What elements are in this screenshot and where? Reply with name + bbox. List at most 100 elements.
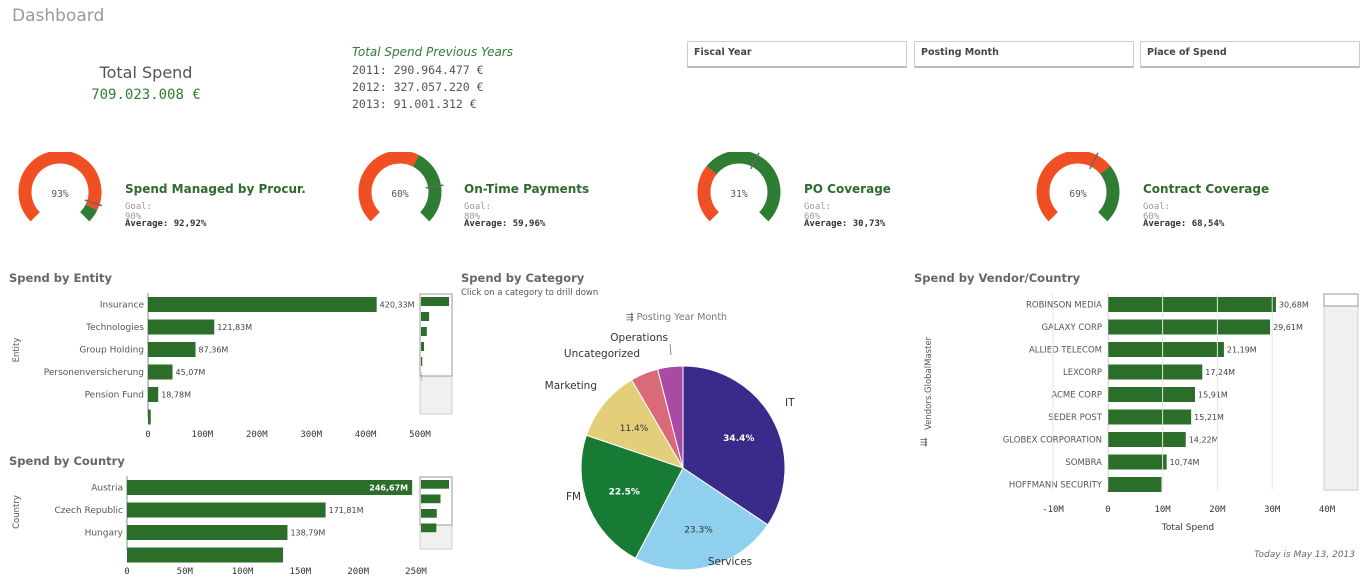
pie-slice (585, 379, 685, 469)
minichart-scrollbar (1323, 293, 1359, 491)
value-label: 138,79M (290, 529, 325, 538)
category-chart-subtitle: Click on a category to drill down (461, 288, 599, 298)
value-label: 17,24M (1205, 368, 1235, 377)
kpi-title: Spend Managed by Procur. (125, 182, 306, 196)
kpi-title: PO Coverage (804, 182, 891, 196)
vendor-bar-chart[interactable]: ROBINSON MEDIA 30,68M GALAXY CORP 29,61M ALL… (920, 290, 1365, 545)
slice-value-label: 34.4% (723, 434, 754, 444)
kpi-goal: Goal: 90% (125, 202, 153, 222)
category-label: SOMBRA (1065, 458, 1102, 468)
bar (1107, 454, 1167, 470)
year-label: 2013: (352, 97, 387, 111)
x-tick-label: 250M (405, 567, 427, 577)
gauge-percent: 31% (730, 189, 748, 200)
filter-place-of-spend[interactable]: Place of Spend (1140, 41, 1360, 68)
category-label: Hungary (85, 529, 124, 539)
category-label: Personenversicherung (44, 368, 144, 378)
filter-posting-month[interactable]: Posting Month (914, 41, 1134, 68)
gauge-goal-marker (425, 184, 444, 189)
x-tick-label: 200M (246, 430, 268, 440)
previous-year-line: 2013: 91.001.312 € (352, 97, 477, 111)
category-label: ROBINSON MEDIA (1026, 301, 1102, 311)
gauge-percent: 69% (1069, 189, 1087, 200)
slice-value-label: 11.4% (620, 424, 649, 434)
bar (148, 319, 215, 335)
kpi-title: Contract Coverage (1143, 182, 1270, 196)
value-label: 15,21M (1194, 413, 1224, 422)
pie-slice (580, 434, 684, 559)
vendor-chart-title: Spend by Vendor/Country (914, 271, 1081, 285)
gauge-percent: 60% (391, 189, 409, 200)
year-value: 290.964.477 € (393, 63, 484, 77)
x-tick-label: 50M (177, 567, 194, 577)
value-label: 45,07M (176, 368, 206, 377)
category-label: LEXCORP (1063, 368, 1102, 378)
value-label: 15,91M (1198, 391, 1228, 400)
bar (127, 547, 284, 563)
category-chart-title: Spend by Category (461, 271, 585, 285)
x-tick-label: 40M (1319, 505, 1336, 515)
x-tick-label: 0 (1105, 505, 1110, 515)
filter-label: Fiscal Year (694, 47, 752, 58)
filter-fiscal-year[interactable]: Fiscal Year (687, 41, 907, 68)
category-label: ACME CORP (1051, 391, 1102, 401)
bar (148, 409, 151, 425)
year-label: 2012: (352, 80, 387, 94)
x-tick-label: -10M (1042, 505, 1064, 515)
entity-bar-chart[interactable]: Insurance 420,33M Technologies 121,83M Group… (0, 290, 455, 442)
value-label: 21,19M (1227, 346, 1257, 355)
pie-slice (657, 365, 684, 469)
gauge-percent: 93% (51, 189, 69, 200)
minichart-viewport (1323, 293, 1359, 307)
slice-name-label: Marketing (545, 380, 597, 392)
x-tick-label: 500M (409, 430, 431, 440)
value-label: 14,22M (1189, 436, 1219, 445)
year-label: 2011: (352, 63, 387, 77)
previous-year-line: 2012: 327.057.220 € (352, 80, 484, 94)
x-tick-label: 0 (124, 567, 129, 577)
category-label: Pension Fund (85, 391, 144, 401)
kpi-contract-coverage: 69% Contract Coverage Goal: 60% Average:… (1028, 150, 1269, 236)
x-tick-label: 20M (1209, 505, 1226, 515)
drilldown-icon[interactable]: ⇶ (920, 438, 928, 448)
x-tick-label: 100M (232, 567, 254, 577)
bar (127, 525, 288, 540)
category-pie-chart[interactable]: 34.4% IT 23.3% Services 22.5% FM 11.4% Marketin… (540, 325, 800, 575)
gauge-red-arc (358, 150, 419, 222)
previous-year-line: 2011: 290.964.477 € (352, 63, 484, 77)
x-tick-label: 10M (1154, 505, 1171, 515)
bar (1107, 364, 1203, 380)
value-label: 29,61M (1273, 323, 1303, 332)
kpi-goal: Goal: 80% (464, 202, 492, 222)
minichart-bar (421, 523, 437, 533)
country-bar-chart[interactable]: Austria 246,67M Czech Republic 171,81M Hunga… (0, 474, 455, 584)
kpi-goal: Goal: 60% (1143, 202, 1171, 222)
gauge-chart (18, 150, 103, 222)
category-label: Group Holding (79, 346, 144, 356)
drilldown-dimension-label: Posting Year Month (636, 312, 728, 323)
bar (1107, 342, 1224, 357)
pie-slice (634, 467, 769, 571)
kpi-on-time-payments: 60% On-Time Payments Goal: 80% Average: … (350, 150, 589, 236)
category-label: Technologies (85, 323, 144, 333)
x-tick-label: 0 (145, 430, 150, 440)
slice-name-label: Uncategorized (564, 348, 640, 360)
category-label: Austria (91, 484, 123, 494)
slice-name-label: Services (708, 556, 752, 568)
total-spend-label: Total Spend (99, 63, 193, 82)
category-label: HOFFMANN SECURITY (1009, 481, 1103, 491)
minichart-bar (421, 357, 423, 366)
kpi-title: On-Time Payments (464, 182, 590, 196)
value-label: 246,67M (369, 484, 408, 493)
x-tick-label: 100M (192, 430, 214, 440)
bar (1107, 387, 1195, 402)
gauge-goal-marker (1089, 152, 1099, 170)
drilldown-dimension[interactable]: ⇶ Posting Year Month (626, 312, 727, 323)
x-axis-title: Total Spend (1161, 523, 1214, 533)
value-label: 30,68M (1279, 301, 1309, 310)
category-label: GALAXY CORP (1041, 323, 1102, 333)
filter-label: Posting Month (921, 47, 999, 58)
gauge-green-arc (79, 204, 98, 222)
drilldown-icon: ⇶ (626, 313, 634, 323)
bar (127, 480, 413, 495)
